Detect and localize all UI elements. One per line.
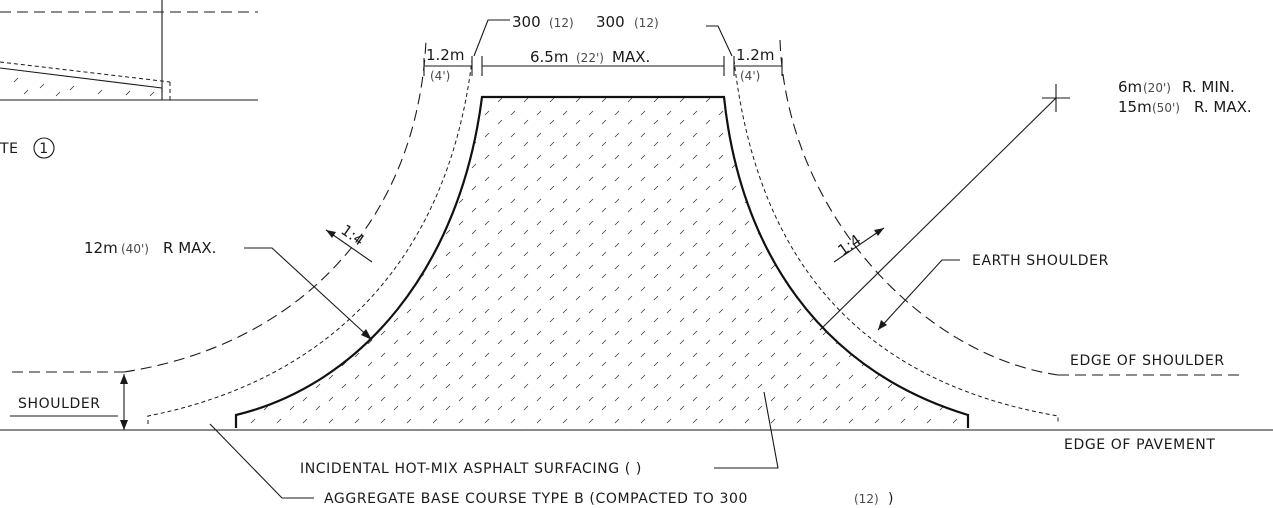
slope-right-arrow-line bbox=[833, 227, 885, 263]
radius-max-c: R. MAX. bbox=[1194, 98, 1252, 116]
note-circle bbox=[33, 137, 55, 159]
earth-shoulder-leader bbox=[877, 259, 960, 331]
dim-left-shoulder-ft: (4') bbox=[430, 69, 450, 83]
dim-top-width-c: MAX. bbox=[612, 48, 650, 66]
pad-outline bbox=[234, 95, 970, 428]
left-radius-leader bbox=[244, 247, 373, 341]
left-radius-a: 12m bbox=[84, 239, 118, 257]
earth-shoulder-left bbox=[123, 39, 427, 373]
dim-right-shoulder-ft: (4') bbox=[740, 69, 760, 83]
left-radius-c: R MAX. bbox=[163, 239, 216, 257]
inset-dotted-line bbox=[0, 61, 171, 83]
dim-300-right-b: (12) bbox=[634, 16, 659, 30]
left-radius-b: (40') bbox=[121, 242, 149, 256]
note-number: 1 bbox=[39, 141, 49, 157]
inset-hatch bbox=[13, 77, 155, 97]
aggregate-base-outline-left bbox=[147, 59, 473, 424]
edge-of-shoulder-label: EDGE OF SHOULDER bbox=[1070, 353, 1225, 369]
dim-top-width-b: (22') bbox=[576, 51, 604, 65]
left-radius-arrow bbox=[361, 329, 372, 340]
incidental-surfacing-label: INCIDENTAL HOT-MIX ASPHALT SURFACING ( ) bbox=[300, 461, 642, 477]
asphalt-surface-pad bbox=[236, 97, 968, 428]
radius-min-b: (20') bbox=[1143, 81, 1171, 95]
inset-slope-line bbox=[0, 67, 163, 89]
slope-right-arrowhead bbox=[874, 228, 884, 236]
radius-min-c: R. MIN. bbox=[1182, 78, 1235, 96]
inset-detail: TE 1 bbox=[0, 0, 258, 159]
aggregate-base-leader bbox=[209, 423, 314, 499]
aggregate-base-label-a: AGGREGATE BASE COURSE TYPE B (COMPACTED … bbox=[324, 491, 748, 507]
earth-shoulder-label: EARTH SHOULDER bbox=[972, 253, 1109, 269]
top-dimensions bbox=[423, 19, 783, 76]
slope-right-text: 1:4 bbox=[834, 231, 864, 260]
aggregate-base-label-c: ) bbox=[888, 491, 894, 507]
shoulder-label: SHOULDER bbox=[18, 396, 101, 412]
shoulder-dimension bbox=[10, 374, 128, 430]
dim-300-left-b: (12) bbox=[549, 16, 574, 30]
radius-max-b: (50') bbox=[1152, 101, 1180, 115]
slope-left-arrowhead bbox=[326, 230, 336, 238]
dim-300-left-a: 300 bbox=[512, 13, 541, 31]
radius-min-a: 6m bbox=[1118, 78, 1142, 96]
radius-center-mark bbox=[819, 84, 1070, 331]
note-fragment-text: TE bbox=[0, 141, 19, 157]
dim-right-shoulder-m: 1.2m bbox=[736, 46, 774, 64]
dim-left-shoulder-m: 1.2m bbox=[426, 46, 464, 64]
dim-300-right-a: 300 bbox=[596, 13, 625, 31]
earth-shoulder-right bbox=[779, 39, 1059, 376]
aggregate-base-label-b: (12) bbox=[854, 492, 879, 506]
earth-shoulder-arrow bbox=[878, 320, 887, 330]
aggregate-base-outline-right bbox=[733, 59, 1059, 424]
surfacing-leader bbox=[714, 391, 779, 469]
slope-left-text: 1:4 bbox=[338, 221, 368, 250]
edge-of-pavement-label: EDGE OF PAVEMENT bbox=[1064, 437, 1216, 453]
radius-max-a: 15m bbox=[1118, 98, 1152, 116]
dim-top-width-a: 6.5m bbox=[530, 48, 568, 66]
